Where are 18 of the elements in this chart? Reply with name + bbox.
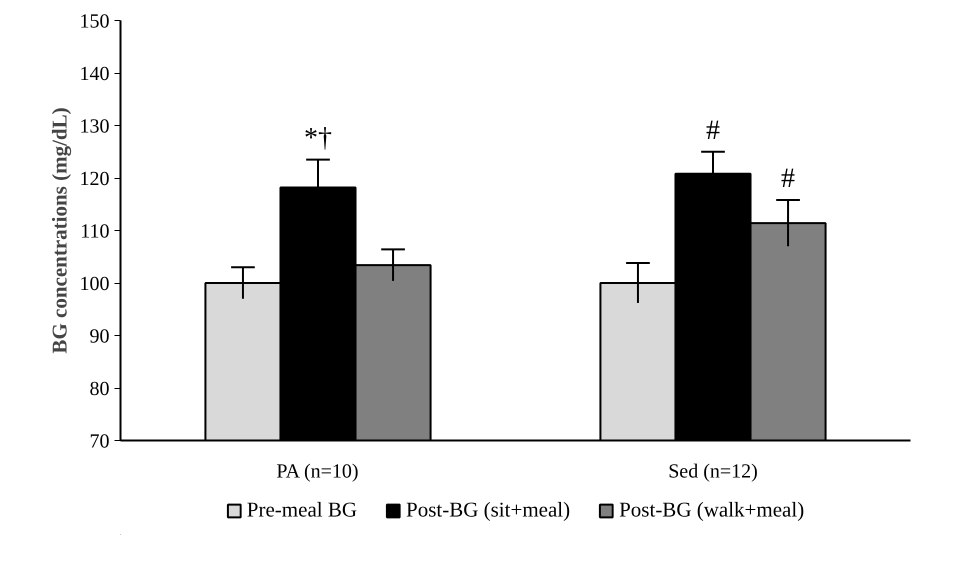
x-tick-label: PA (n=10) xyxy=(276,460,359,482)
y-tick-label: 80 xyxy=(90,378,110,400)
y-tick-label: 150 xyxy=(80,10,110,32)
legend-label: Pre-meal BG xyxy=(246,498,358,522)
legend-label: Post-BG (walk+meal) xyxy=(619,498,804,522)
annotation: *† xyxy=(304,122,332,154)
y-tick-label: 140 xyxy=(80,63,110,85)
y-tick-label: 70 xyxy=(90,430,110,452)
y-tick-label: 110 xyxy=(80,220,110,242)
y-tick-label: 130 xyxy=(80,116,110,138)
annotation: # xyxy=(706,114,720,146)
y-tick-label: 90 xyxy=(90,326,110,348)
y-tick-label: 100 xyxy=(80,273,110,295)
y-tick-label: 120 xyxy=(80,168,110,190)
y-axis-title: BG concentrations (mg/dL) xyxy=(48,107,72,354)
x-tick-label: Sed (n=12) xyxy=(668,460,758,482)
legend-label: Post-BG (sit+meal) xyxy=(406,498,570,522)
annotation: # xyxy=(781,163,796,194)
